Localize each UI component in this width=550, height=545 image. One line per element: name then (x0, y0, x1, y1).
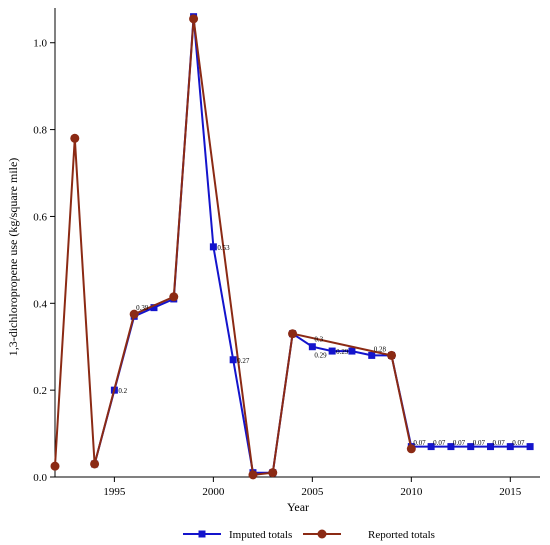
y-axis-title: 1,3-dichloropropene use (kg/square mile) (6, 158, 20, 357)
data-point (129, 309, 139, 319)
x-tick-label: 1995 (103, 486, 126, 498)
legend-label: Imputed totals (229, 529, 292, 541)
data-point (248, 470, 258, 480)
legend-item-2: Reported totals (303, 529, 435, 541)
legend-label: Reported totals (368, 529, 435, 541)
legend-marker (198, 530, 206, 538)
data-label: 0.3 (314, 336, 323, 344)
legend-item-1: Imputed totals (183, 529, 292, 541)
x-axis-title: Year (287, 500, 309, 514)
data-label: 0.07 (493, 439, 506, 447)
legend: Imputed totals Reported totals (183, 529, 435, 541)
y-tick-label: 0.8 (33, 125, 47, 137)
data-point (387, 350, 397, 360)
data-point (328, 347, 336, 355)
y-tick-label: 1.0 (33, 38, 47, 50)
data-point (506, 443, 514, 451)
data-point (526, 443, 534, 451)
data-label: 0.53 (217, 244, 230, 252)
data-label: 0.2 (118, 387, 127, 395)
data-point (229, 356, 237, 364)
data-point (70, 133, 80, 143)
data-label: 0.07 (512, 439, 525, 447)
axes: 0.0 0.2 0.4 0.6 0.8 1.0 1995 2000 2005 2010 2015 (33, 8, 540, 498)
y-tick-label: 0.6 (33, 211, 47, 223)
data-point (268, 468, 278, 478)
data-point (288, 329, 298, 339)
data-label: 0.27 (237, 357, 250, 365)
data-point (447, 443, 455, 451)
data-label: 0.07 (433, 439, 446, 447)
data-point (90, 459, 100, 469)
legend-marker (317, 529, 327, 539)
y-tick-label: 0.2 (33, 385, 47, 397)
data-label: 0.07 (453, 439, 466, 447)
data-point (348, 347, 356, 355)
y-tick-label: 0.0 (33, 472, 47, 484)
series-2 (50, 14, 416, 480)
data-point (50, 461, 60, 471)
data-point (467, 443, 475, 451)
series-line (54, 18, 413, 476)
y-tick-label: 0.4 (33, 298, 47, 310)
x-tick-label: 2005 (301, 486, 324, 498)
data-point (427, 443, 435, 451)
data-point (308, 343, 316, 351)
data-label: 0.07 (473, 439, 486, 447)
data-label: 0.39 (136, 304, 149, 312)
data-label: 0.28 (374, 345, 387, 353)
data-label: 0.29 (314, 352, 327, 360)
data-point (209, 243, 217, 251)
data-point (169, 292, 179, 302)
series-1 (91, 13, 534, 477)
x-tick-label: 2010 (400, 486, 423, 498)
data-point (150, 304, 158, 312)
data-label: 0.07 (413, 439, 426, 447)
series-line (93, 16, 531, 474)
series-layer (50, 13, 534, 480)
data-point (406, 444, 416, 454)
data-point (189, 14, 199, 24)
data-labels: 0.2 0.39 0.53 0.27 0.3 0.29 0.29 0.28 0.07 0.07 0.… (118, 244, 525, 447)
x-tick-label: 2015 (499, 486, 522, 498)
data-label: 0.29 (336, 348, 349, 356)
data-point (368, 351, 376, 359)
data-point (487, 443, 495, 451)
x-tick-label: 2000 (202, 486, 225, 498)
